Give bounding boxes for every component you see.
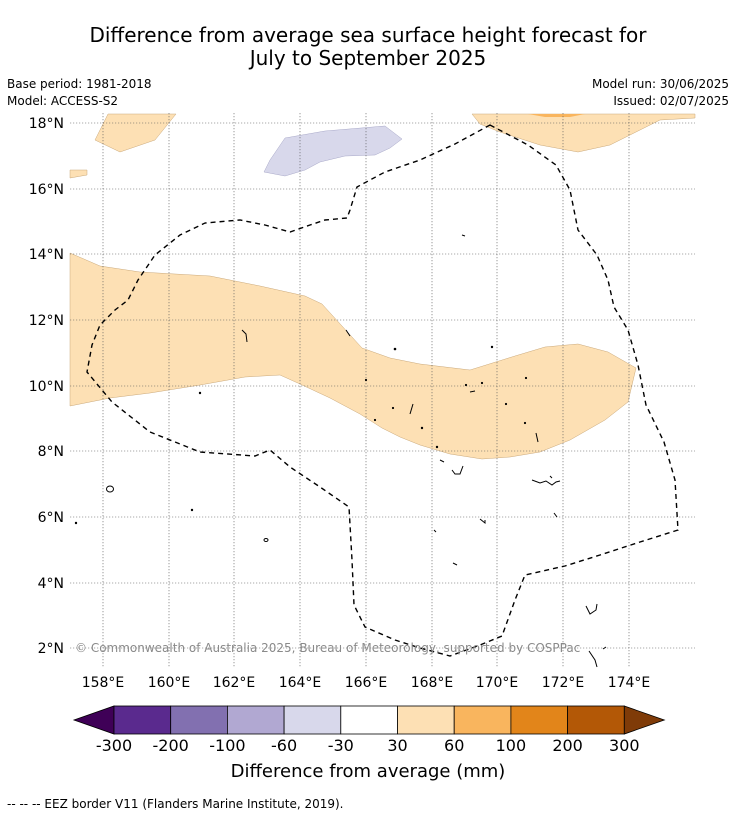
lat-label: 16°N [29,182,64,198]
colorbar-tick-label: 200 [552,736,583,755]
lat-label: 2°N [38,641,64,657]
lon-label: 164°E [279,675,322,691]
lon-label: 158°E [82,675,125,691]
positive-anomaly-left-edge [69,169,88,179]
chart-title-line-2: July to September 2025 [249,46,487,70]
base-period: Base period: 1981-2018 [7,77,152,91]
colorbar-segment [113,705,172,735]
colorbar [72,705,666,735]
colorbar-segment [397,705,455,735]
lat-label: 10°N [29,379,64,395]
colorbar-tick-label: -200 [153,736,189,755]
islands [74,234,607,668]
positive-anomaly-band [69,252,637,460]
lat-label: 6°N [38,510,64,526]
colorbar-tick-label: 100 [496,736,527,755]
lat-label: 14°N [29,247,64,263]
lat-label: 18°N [29,116,64,132]
eez-border-note: -- -- -- EEZ border V11 (Flanders Marine… [7,797,344,811]
positive-anomaly-top-left [94,113,177,153]
colorbar-extension-high [623,705,666,735]
colorbar-tick-label: -30 [328,736,354,755]
colorbar-tick-label: -60 [271,736,297,755]
eez-border [86,124,679,657]
colorbar-segment [170,705,228,735]
colorbar-tick-label: 60 [444,736,464,755]
gridlines [70,113,695,668]
colorbar-tick-label: -300 [96,736,132,755]
lon-label: 162°E [213,675,256,691]
lon-label: 160°E [148,675,191,691]
positive-anomaly-top-right [471,113,696,153]
latitude-labels: 18°N 16°N 14°N 12°N 10°N 8°N 6°N 4°N 2°N [29,116,64,657]
colorbar-extension-low [72,705,115,735]
lat-label: 4°N [38,576,64,592]
lon-label: 174°E [608,675,651,691]
lon-label: 172°E [542,675,585,691]
model-name: Model: ACCESS-S2 [7,94,119,108]
strong-positive-anomaly-top [528,114,585,117]
issued-date: Issued: 02/07/2025 [613,94,729,108]
colorbar-segment [510,705,568,735]
colorbar-tick-label: 300 [609,736,640,755]
colorbar-title: Difference from average (mm) [230,761,506,782]
lat-label: 8°N [38,444,64,460]
model-run: Model run: 30/06/2025 [591,77,729,91]
colorbar-segment [453,705,512,735]
colorbar-tick-label: 30 [387,736,407,755]
colorbar-segment [226,705,285,735]
lon-label: 168°E [411,675,454,691]
copyright-notice: © Commonwealth of Australia 2025, Bureau… [75,641,581,655]
negative-anomaly-patch [263,125,403,177]
lat-label: 12°N [29,313,64,329]
longitude-labels: 158°E 160°E 162°E 164°E 166°E 168°E 170°… [82,675,651,691]
chart-title-line-1: Difference from average sea surface heig… [89,23,647,47]
anomaly-fills [69,113,696,460]
colorbar-segment [340,705,398,735]
colorbar-segment [567,705,625,735]
colorbar-tick-label: -100 [209,736,245,755]
colorbar-tick-labels: -300 -200 -100 -60 -30 30 60 100 200 300 [96,736,640,755]
colorbar-segment [283,705,342,735]
lon-label: 170°E [476,675,519,691]
lon-label: 166°E [345,675,388,691]
